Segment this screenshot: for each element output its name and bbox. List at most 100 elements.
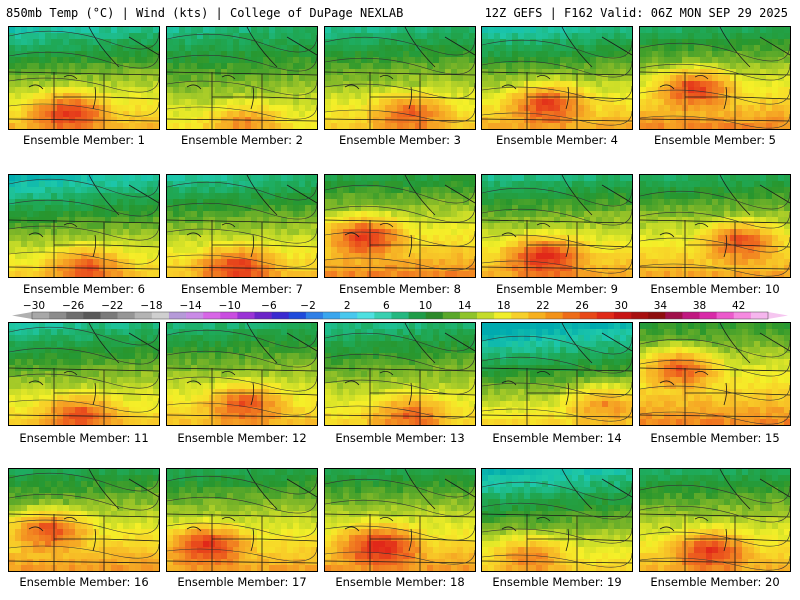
- colorbar-swatch: [733, 312, 752, 319]
- height-contours: [9, 30, 159, 117]
- colorbar-tick-label: −18: [140, 300, 162, 312]
- ensemble-member-label: Ensemble Member: 19: [492, 575, 622, 589]
- colorbar-swatch: [357, 312, 375, 319]
- ensemble-member-map: [324, 468, 476, 572]
- ensemble-member-label: Ensemble Member: 1: [23, 133, 145, 147]
- colorbar-swatch: [613, 312, 632, 319]
- colorbar-swatch: [477, 312, 495, 319]
- ensemble-member-label: Ensemble Member: 3: [339, 133, 461, 147]
- temperature-field: [640, 175, 790, 277]
- colorbar-swatch: [203, 312, 221, 319]
- ensemble-member-map: [166, 468, 318, 572]
- ensemble-member-label: Ensemble Member: 14: [492, 431, 622, 445]
- colorbar-swatch: [562, 312, 581, 319]
- ensemble-member-label: Ensemble Member: 8: [339, 282, 461, 296]
- height-contours: [640, 338, 790, 425]
- ensemble-member-label: Ensemble Member: 11: [19, 431, 149, 445]
- state-borders: [640, 323, 790, 425]
- colorbar-swatch: [391, 312, 409, 319]
- ensemble-member-map: [639, 468, 791, 572]
- colorbar-tick-label: 18: [497, 300, 510, 312]
- colorbar-swatch: [716, 312, 735, 319]
- colorbar-swatch: [511, 312, 529, 319]
- temperature-field: [325, 175, 475, 277]
- colorbar-swatch: [49, 312, 67, 319]
- colorbar-swatch: [100, 312, 118, 319]
- colorbar-swatch: [305, 312, 324, 319]
- ensemble-member-map: [324, 322, 476, 426]
- colorbar-max-arrow: [768, 312, 788, 319]
- colorbar-tick-label: 34: [654, 300, 668, 312]
- colorbar-tick-label: −26: [62, 300, 84, 312]
- ensemble-member-label: Ensemble Member: 9: [496, 282, 618, 296]
- colorbar-swatch: [117, 312, 135, 319]
- ensemble-member-label: Ensemble Member: 4: [496, 133, 618, 147]
- colorbar-swatch: [699, 312, 717, 319]
- colorbar-tick-label: −22: [101, 300, 123, 312]
- height-contours: [9, 472, 159, 559]
- colorbar-swatch: [545, 312, 563, 319]
- colorbar-swatch: [134, 312, 153, 319]
- ensemble-member-label: Ensemble Member: 6: [23, 282, 145, 296]
- colorbar-swatch: [682, 312, 700, 319]
- temperature-field: [325, 27, 475, 129]
- ensemble-member-map: [8, 174, 160, 278]
- ensemble-member-map: [481, 174, 633, 278]
- ensemble-member-map: [166, 26, 318, 130]
- temperature-field: [325, 469, 475, 571]
- colorbar-tick-label: −6: [261, 300, 277, 312]
- colorbar-tick-label: −10: [219, 300, 241, 312]
- temperature-field: [9, 323, 159, 425]
- colorbar-swatch: [425, 312, 444, 319]
- height-contours: [325, 184, 475, 271]
- height-contours: [167, 33, 317, 120]
- colorbar-tick-label: 22: [536, 300, 549, 312]
- ensemble-member-label: Ensemble Member: 7: [181, 282, 303, 296]
- ensemble-member-label: Ensemble Member: 20: [650, 575, 780, 589]
- ensemble-member-map: [8, 26, 160, 130]
- ensemble-member-map: [8, 322, 160, 426]
- colorbar-swatch: [288, 312, 307, 319]
- colorbar-swatch: [374, 312, 392, 319]
- ensemble-member-map: [481, 26, 633, 130]
- colorbar-swatch: [442, 312, 461, 319]
- colorbar-swatch: [340, 312, 358, 319]
- height-contours: [167, 181, 317, 268]
- state-borders: [482, 27, 632, 129]
- colorbar-tick-label: −2: [300, 300, 315, 312]
- temperature-field: [167, 175, 317, 277]
- state-borders: [640, 175, 790, 277]
- height-contours: [482, 187, 632, 274]
- colorbar-swatch: [151, 312, 170, 319]
- temperature-field: [167, 469, 317, 571]
- colorbar-swatch: [32, 312, 50, 319]
- temperature-colorbar: −30 −26 −22 −18 −14 −10 −6 −2 2 6 10 14 18 22 26 30 34 38…: [12, 300, 788, 320]
- height-contours: [325, 478, 475, 565]
- state-borders: [9, 323, 159, 425]
- temperature-field: [167, 27, 317, 129]
- state-borders: [325, 469, 475, 571]
- ensemble-member-map: [166, 174, 318, 278]
- colorbar-swatch: [750, 312, 769, 319]
- colorbar-swatch: [648, 312, 666, 319]
- temperature-field: [482, 175, 632, 277]
- colorbar-swatch: [579, 312, 598, 319]
- height-contours: [640, 484, 790, 571]
- state-borders: [9, 469, 159, 571]
- colorbar-min-arrow: [12, 312, 32, 319]
- state-borders: [325, 175, 475, 277]
- height-contours: [325, 36, 475, 123]
- ensemble-member-label: Ensemble Member: 13: [335, 431, 465, 445]
- state-borders: [482, 323, 632, 425]
- colorbar-tick-label: −14: [180, 300, 202, 312]
- temperature-field: [640, 323, 790, 425]
- colorbar-swatch: [220, 312, 238, 319]
- header-title: 850mb Temp (°C) | Wind (kts) | College o…: [6, 6, 404, 20]
- state-borders: [482, 175, 632, 277]
- ensemble-member-label: Ensemble Member: 16: [19, 575, 149, 589]
- colorbar-tick-label: 38: [693, 300, 706, 312]
- state-borders: [167, 175, 317, 277]
- ensemble-member-map: [639, 26, 791, 130]
- ensemble-member-label: Ensemble Member: 18: [335, 575, 465, 589]
- colorbar-tick-label: 2: [344, 300, 351, 312]
